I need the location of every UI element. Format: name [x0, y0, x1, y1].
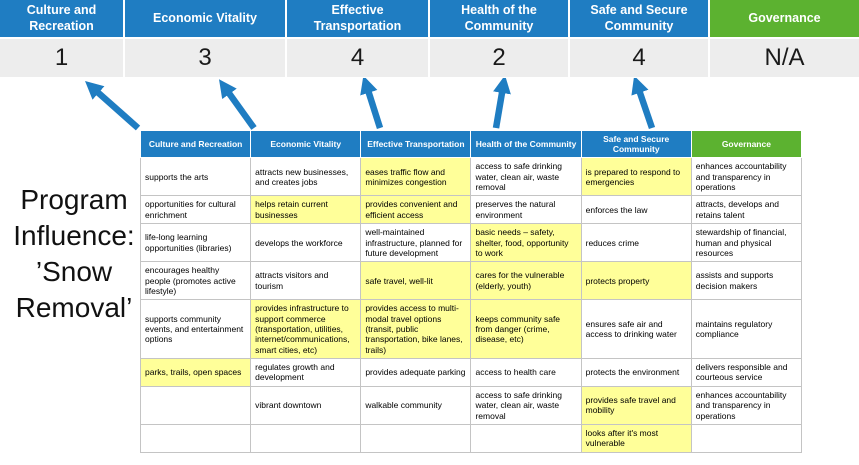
matrix-header-economic-vitality: Economic Vitality — [250, 129, 362, 159]
table-row: looks after it's most vulnerable — [139, 423, 803, 453]
matrix-cell — [690, 423, 803, 453]
matrix-cell: supports the arts — [139, 157, 252, 197]
category-header-row: Culture and Recreation Economic Vitality E… — [0, 0, 859, 37]
matrix-cell: enhances accountability and transparency… — [690, 157, 803, 197]
category-header-health-of-the-community: Health of the Community — [430, 0, 570, 37]
matrix-cell: encourages healthy people (promotes acti… — [139, 261, 252, 301]
table-row: life-long learning opportunities (librar… — [139, 223, 803, 263]
matrix-header-health-of-the-community: Health of the Community — [470, 129, 582, 159]
score-effective-transportation: 4 — [287, 39, 430, 77]
matrix-cell — [470, 423, 582, 453]
matrix-cell: life-long learning opportunities (librar… — [139, 223, 252, 263]
matrix-cell: regulates growth and development — [250, 358, 362, 387]
matrix-cell: reduces crime — [580, 223, 692, 263]
matrix-cell: enforces the law — [580, 195, 692, 225]
category-header-effective-transportation: Effective Transportation — [287, 0, 430, 37]
matrix-cell: vibrant downtown — [250, 385, 362, 425]
table-row: parks, trails, open spaces regulates grow… — [139, 358, 803, 387]
matrix-cell: attracts, develops and retains talent — [690, 195, 803, 225]
score-health-of-the-community: 2 — [430, 39, 570, 77]
matrix-cell: attracts new businesses, and creates job… — [250, 157, 362, 197]
matrix-cell: enhances accountability and transparency… — [690, 385, 803, 425]
matrix-cell: cares for the vulnerable (elderly, youth… — [470, 261, 582, 301]
matrix-header-culture-and-recreation: Culture and Recreation — [139, 129, 252, 159]
matrix-cell: access to health care — [470, 358, 582, 387]
matrix-cell: access to safe drinking water, clean air… — [470, 385, 582, 425]
matrix-cell: eases traffic flow and minimizes congest… — [360, 157, 472, 197]
matrix-cell: develops the workforce — [250, 223, 362, 263]
matrix-cell: provides safe travel and mobility — [580, 385, 692, 425]
category-header-culture-and-recreation: Culture and Recreation — [0, 0, 125, 37]
matrix-header-safe-and-secure-community: Safe and Secure Community — [580, 129, 692, 159]
table-row: opportunities for cultural enrichment hel… — [139, 195, 803, 225]
score-arrows — [85, 78, 656, 131]
matrix-cell — [139, 385, 252, 425]
score-culture-and-recreation: 1 — [0, 39, 125, 77]
influence-table: Culture and Recreation Economic Vitality E… — [139, 129, 803, 453]
score-economic-vitality: 3 — [125, 39, 287, 77]
matrix-cell: provides adequate parking — [360, 358, 472, 387]
up-arrow-icon-economic — [219, 79, 257, 130]
up-arrow-icon-transportation — [360, 78, 384, 129]
matrix-header-row: Culture and Recreation Economic Vitality E… — [139, 129, 803, 159]
matrix-cell: ensures safe air and access to drinking … — [580, 299, 692, 360]
matrix-cell: provides access to multi-modal travel op… — [360, 299, 472, 360]
matrix-cell: delivers responsible and courteous servi… — [690, 358, 803, 387]
score-safe-and-secure-community: 4 — [570, 39, 710, 77]
table-row: encourages healthy people (promotes acti… — [139, 261, 803, 301]
matrix-cell: maintains regulatory compliance — [690, 299, 803, 360]
matrix-cell: parks, trails, open spaces — [139, 358, 252, 387]
matrix-cell: basic needs – safety, shelter, food, opp… — [470, 223, 582, 263]
matrix-cell: protects property — [580, 261, 692, 301]
category-header-governance: Governance — [710, 0, 859, 37]
up-arrow-icon-culture — [85, 81, 141, 131]
matrix-body: supports the arts attracts new businesses… — [139, 157, 803, 453]
table-row: vibrant downtown walkable community access… — [139, 385, 803, 425]
up-arrow-icon-safe — [631, 78, 656, 130]
matrix-cell: preserves the natural environment — [470, 195, 582, 225]
table-row: supports the arts attracts new businesses… — [139, 157, 803, 197]
matrix-cell — [139, 423, 252, 453]
matrix-cell: safe travel, well-lit — [360, 261, 472, 301]
matrix-cell: keeps community safe from danger (crime,… — [470, 299, 582, 360]
matrix-cell: helps retain current businesses — [250, 195, 362, 225]
matrix-cell: attracts visitors and tourism — [250, 261, 362, 301]
matrix-cell: well-maintained infrastructure, planned … — [360, 223, 472, 263]
matrix-cell: provides infrastructure to support comme… — [250, 299, 362, 360]
matrix-cell: supports community events, and entertain… — [139, 299, 252, 360]
matrix-header-governance: Governance — [690, 129, 803, 159]
matrix-cell — [250, 423, 362, 453]
score-governance: N/A — [764, 44, 805, 71]
score-row: 1 3 4 2 4 N/A — [0, 39, 859, 77]
category-header-economic-vitality: Economic Vitality — [125, 0, 287, 37]
matrix-cell: stewardship of financial, human and phys… — [690, 223, 803, 263]
matrix-cell: walkable community — [360, 385, 472, 425]
matrix-cell — [360, 423, 472, 453]
matrix-cell: assists and supports decision makers — [690, 261, 803, 301]
category-header-safe-and-secure-community: Safe and Secure Community — [570, 0, 710, 37]
matrix-cell: protects the environment — [580, 358, 692, 387]
matrix-cell: access to safe drinking water, clean air… — [470, 157, 582, 197]
matrix-cell: looks after it's most vulnerable — [580, 423, 692, 453]
up-arrow-icon-health — [492, 78, 511, 129]
matrix-cell: opportunities for cultural enrichment — [139, 195, 252, 225]
matrix-header-effective-transportation: Effective Transportation — [360, 129, 472, 159]
matrix-cell: is prepared to respond to emergencies — [580, 157, 692, 197]
page-title: Program Influence: ’Snow Removal’ — [13, 184, 135, 323]
table-row: supports community events, and entertain… — [139, 299, 803, 360]
matrix-cell: provides convenient and efficient access — [360, 195, 472, 225]
